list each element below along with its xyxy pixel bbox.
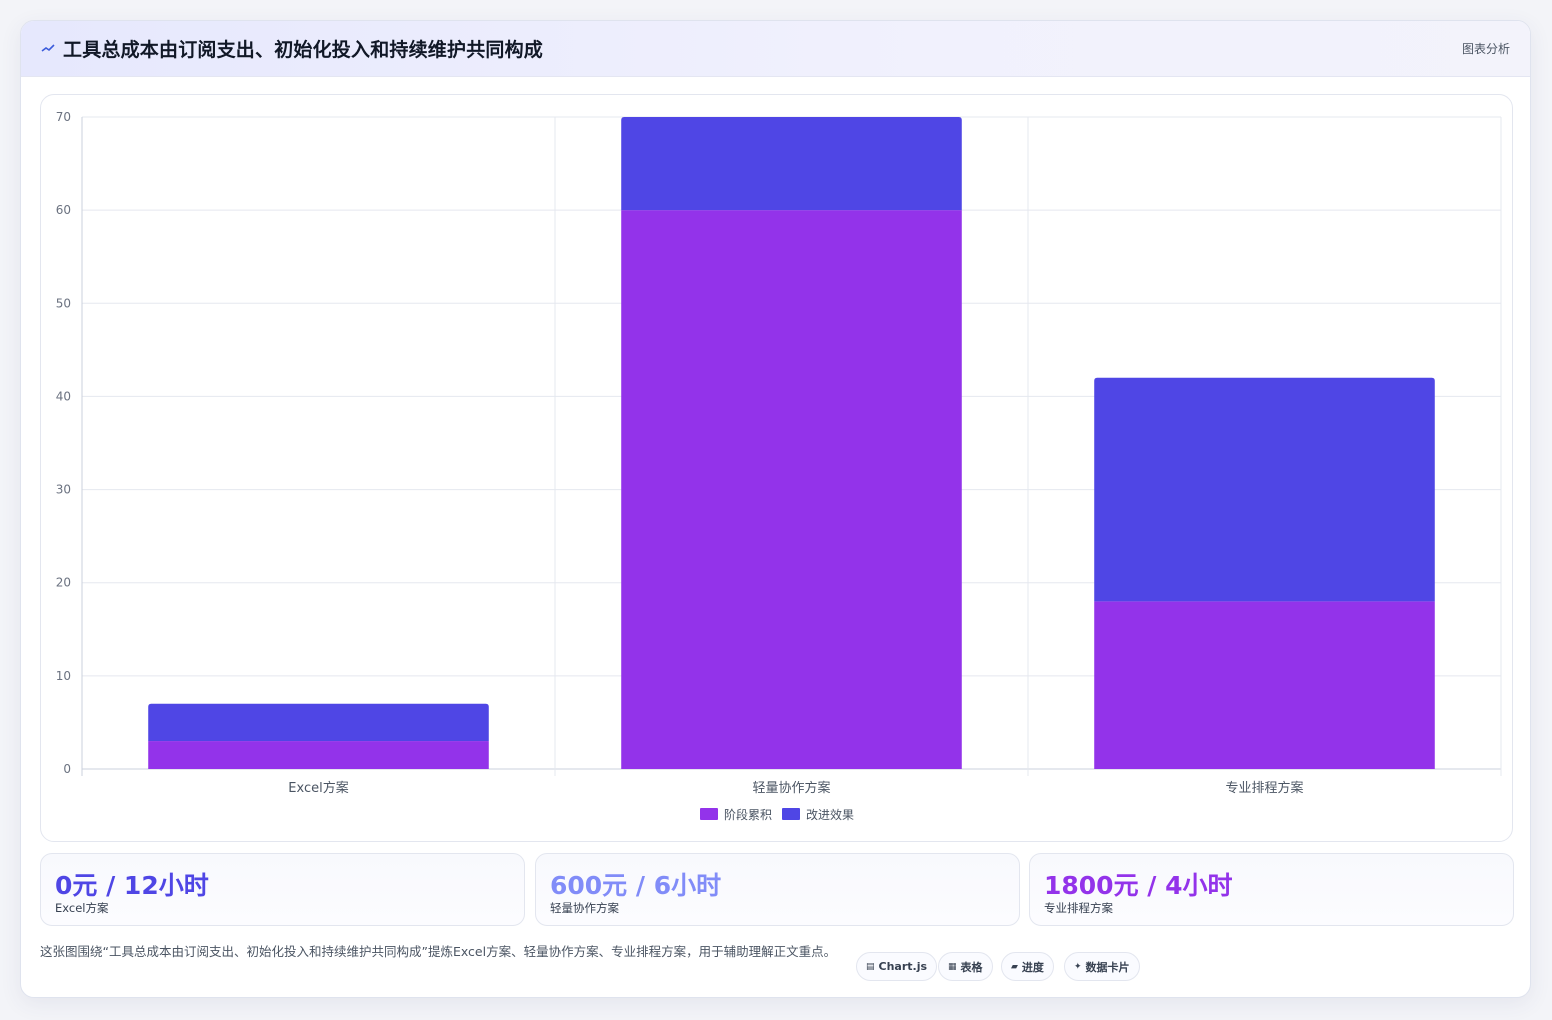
chip-data-card[interactable]: ✦ 数据卡片: [1064, 952, 1140, 981]
stat-label: Excel方案: [55, 901, 109, 915]
stat-card-excel: 0元 / 12小时 Excel方案: [40, 853, 525, 926]
chart-panel: 0 10 20 30 40 50 60 70 Excel方案 轻量协作方案 专业排程方案阶段累积 改进…: [40, 94, 1513, 842]
chip-label: Chart.js: [878, 960, 928, 973]
y-tick-label: 40: [56, 389, 71, 403]
chart-card: 工具总成本由订阅支出、初始化投入和持续维护共同构成 图表分析 0 10 20 30 40…: [20, 20, 1531, 998]
y-tick-label: 50: [56, 296, 71, 310]
bar-segment: [148, 703, 489, 742]
chip-table[interactable]: ▦ 表格: [938, 952, 993, 981]
card-icon: ✦: [1074, 961, 1082, 972]
bar-segment: [621, 117, 962, 211]
stat-card-pro: 1800元 / 4小时 专业排程方案: [1029, 853, 1514, 926]
stat-label: 轻量协作方案: [550, 901, 619, 915]
x-tick-label: 轻量协作方案: [752, 780, 830, 796]
bar-segment: [1094, 377, 1435, 602]
stat-value: 0元 / 12小时: [55, 871, 209, 900]
chip-chartjs[interactable]: ▤ Chart.js: [856, 952, 938, 981]
stat-label: 专业排程方案: [1044, 901, 1113, 915]
chart-analysis-tag: 图表分析: [1461, 42, 1510, 56]
stat-card-light: 600元 / 6小时 轻量协作方案: [535, 853, 1020, 926]
x-tick-label: Excel方案: [288, 780, 348, 796]
y-tick-label: 70: [56, 110, 71, 124]
chip-label: 表格: [960, 960, 983, 974]
legend-swatch: [782, 808, 800, 820]
bar-segment: [621, 210, 962, 770]
y-tick-label: 30: [56, 483, 71, 497]
chip-label: 数据卡片: [1085, 960, 1130, 974]
legend-label: 改进效果: [806, 807, 854, 822]
bar-segment: [148, 741, 489, 769]
x-tick-label: 专业排程方案: [1225, 780, 1303, 796]
chip-label: 进度: [1021, 960, 1044, 974]
y-tick-label: 10: [56, 669, 71, 683]
bar-segment: [1094, 601, 1435, 769]
y-tick-label: 0: [63, 762, 71, 776]
chip-progress[interactable]: ▰ 进度: [1001, 952, 1054, 981]
legend-label: 阶段累积: [724, 807, 772, 822]
chart-description: 这张图围绕“工具总成本由订阅支出、初始化投入和持续维护共同构成”提炼Excel方…: [40, 944, 837, 959]
card-header: 工具总成本由订阅支出、初始化投入和持续维护共同构成 图表分析: [21, 21, 1530, 77]
progress-icon: ▰: [1011, 961, 1018, 972]
stat-value: 1800元 / 4小时: [1044, 871, 1233, 900]
table-icon: ▦: [948, 961, 957, 972]
chart-icon: ▤: [866, 961, 875, 972]
stat-value: 600元 / 6小时: [550, 871, 722, 900]
legend-swatch: [700, 808, 718, 820]
page-title: 工具总成本由订阅支出、初始化投入和持续维护共同构成: [63, 39, 544, 61]
sparkline-icon: [41, 44, 55, 52]
y-tick-label: 60: [56, 203, 71, 217]
y-tick-label: 20: [56, 576, 71, 590]
